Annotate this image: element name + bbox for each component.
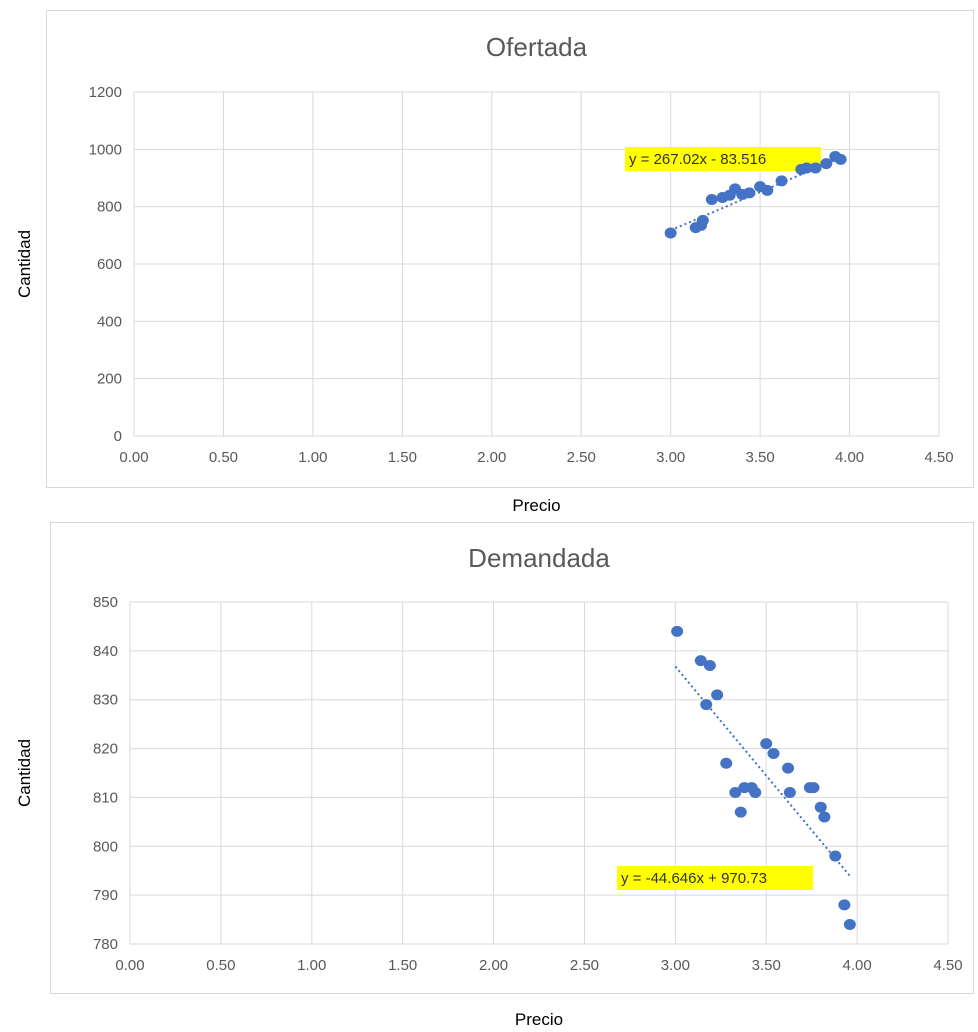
x-tick-label: 0.00	[119, 449, 148, 466]
data-point	[807, 782, 820, 794]
data-point	[818, 811, 831, 823]
data-point	[829, 850, 842, 862]
x-tick-label: 2.00	[477, 449, 506, 466]
data-point	[782, 762, 795, 774]
y-tick-label: 780	[93, 936, 118, 953]
data-point	[711, 689, 724, 701]
y-tick-label: 1000	[89, 141, 122, 158]
y-axis-label: Cantidad	[15, 739, 34, 807]
y-tick-label: 850	[93, 594, 118, 611]
data-point	[671, 625, 684, 637]
equation-highlight	[617, 866, 813, 890]
x-tick-label: 0.50	[209, 449, 238, 466]
y-tick-label: 600	[97, 256, 122, 273]
data-point	[814, 801, 827, 813]
data-point	[720, 757, 733, 769]
x-axis-label: Precio	[512, 496, 560, 515]
y-tick-label: 1200	[89, 84, 122, 101]
x-tick-label: 1.00	[298, 449, 327, 466]
y-tick-label: 820	[93, 741, 118, 758]
chart-title: Ofertada	[486, 32, 588, 62]
trendline-equation: y = 267.02x - 83.516	[629, 151, 766, 168]
data-point	[767, 747, 780, 759]
data-point	[749, 787, 762, 799]
x-axis-label: Precio	[515, 1010, 563, 1029]
x-tick-label: 1.50	[388, 957, 417, 974]
data-point	[734, 806, 747, 818]
y-tick-label: 800	[97, 199, 122, 216]
data-point	[820, 158, 833, 170]
y-tick-label: 0	[114, 428, 122, 445]
chart-title: Demandada	[468, 543, 610, 573]
y-tick-label: 200	[97, 371, 122, 388]
chart-1: Demandada 0.00 0.50 1.00 1.50 2.00 2.50 3.00 3.5…	[15, 543, 963, 1029]
data-point	[743, 187, 756, 199]
data-point	[729, 787, 742, 799]
x-tick-label: 3.50	[746, 449, 775, 466]
y-tick-label: 400	[97, 313, 122, 330]
x-tick-label: 3.00	[661, 957, 690, 974]
y-tick-label: 810	[93, 789, 118, 806]
x-tick-label: 3.00	[656, 449, 685, 466]
x-tick-label: 2.00	[479, 957, 508, 974]
data-point	[783, 787, 796, 799]
chart-panel-ofertada	[46, 10, 974, 488]
y-tick-label: 800	[93, 838, 118, 855]
x-tick-label: 1.00	[297, 957, 326, 974]
y-tick-label: 840	[93, 643, 118, 660]
y-tick-label: 830	[93, 692, 118, 709]
x-tick-label: 1.50	[388, 449, 417, 466]
equation-highlight	[625, 147, 821, 171]
x-tick-label: 4.00	[843, 957, 872, 974]
x-tick-label: 4.50	[933, 957, 962, 974]
data-point	[664, 227, 677, 239]
data-point	[809, 162, 822, 174]
data-point	[800, 162, 813, 174]
data-point	[838, 899, 851, 911]
y-tick-label: 790	[93, 887, 118, 904]
x-tick-label: 4.00	[835, 449, 864, 466]
x-tick-label: 2.50	[570, 957, 599, 974]
x-tick-label: 3.50	[752, 957, 781, 974]
x-tick-label: 0.00	[115, 957, 144, 974]
data-point	[775, 175, 788, 187]
data-point	[696, 214, 709, 226]
data-point	[705, 194, 718, 205]
data-point	[694, 655, 707, 667]
chart-0: Ofertada 0.00 0.50 1.00 1.50 2.00 2.50 3.00 3.50…	[15, 32, 954, 515]
x-tick-label: 2.50	[567, 449, 596, 466]
data-point	[703, 660, 716, 672]
data-point	[834, 153, 847, 165]
data-point	[700, 699, 713, 711]
trendline	[674, 665, 851, 877]
trendline-equation: y = -44.646x + 970.73	[621, 870, 767, 887]
x-tick-label: 0.50	[206, 957, 235, 974]
data-point	[761, 184, 774, 196]
y-axis-label: Cantidad	[15, 230, 34, 298]
chart-panel-demandada	[50, 522, 974, 994]
x-tick-label: 4.50	[924, 449, 953, 466]
data-point	[760, 738, 773, 750]
data-point	[843, 918, 856, 930]
